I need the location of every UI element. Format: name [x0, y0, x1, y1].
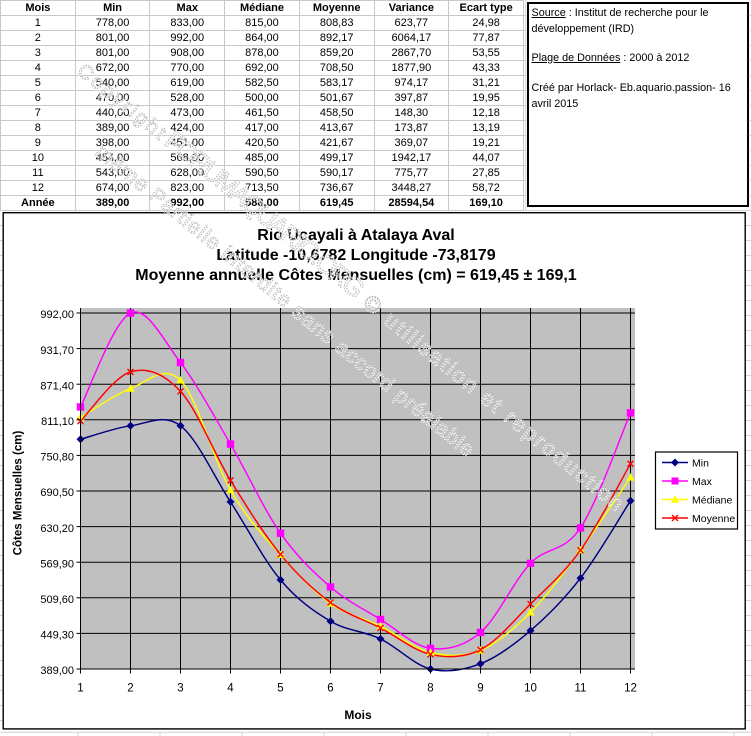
- svg-text:Moyenne: Moyenne: [692, 513, 735, 525]
- svg-text:3: 3: [177, 683, 183, 695]
- svg-text:10: 10: [524, 683, 537, 695]
- svg-text:Côtes Mensuelles (cm): Côtes Mensuelles (cm): [13, 431, 25, 556]
- svg-text:Médiane: Médiane: [692, 495, 732, 507]
- svg-text:811,10: 811,10: [41, 416, 74, 428]
- svg-text:9: 9: [477, 683, 483, 695]
- svg-text:4: 4: [227, 683, 234, 695]
- svg-text:2: 2: [127, 683, 133, 695]
- svg-text:690,50: 690,50: [40, 487, 74, 499]
- svg-text:5: 5: [277, 683, 283, 695]
- svg-text:389,00: 389,00: [40, 665, 74, 677]
- svg-text:630,20: 630,20: [40, 523, 74, 535]
- svg-text:7: 7: [377, 683, 383, 695]
- svg-text:Mois: Mois: [344, 708, 372, 722]
- svg-text:Moyenne annuelle Côtes Mensuel: Moyenne annuelle Côtes Mensuelles (cm) =…: [135, 267, 577, 284]
- svg-text:931,70: 931,70: [40, 345, 74, 357]
- svg-text:Min: Min: [692, 458, 709, 470]
- svg-text:11: 11: [575, 683, 587, 695]
- svg-text:1: 1: [77, 683, 83, 695]
- svg-text:Max: Max: [692, 476, 713, 488]
- svg-text:12: 12: [624, 683, 637, 695]
- svg-text:992,00: 992,00: [40, 309, 74, 321]
- svg-text:449,30: 449,30: [40, 630, 74, 642]
- svg-text:569,90: 569,90: [40, 558, 74, 570]
- svg-text:Rio Ucayali à Atalaya Aval: Rio Ucayali à Atalaya Aval: [257, 227, 454, 244]
- svg-text:6: 6: [327, 683, 333, 695]
- svg-text:750,80: 750,80: [40, 452, 74, 464]
- svg-text:509,60: 509,60: [40, 594, 74, 606]
- svg-text:871,40: 871,40: [40, 380, 74, 392]
- svg-text:8: 8: [427, 683, 433, 695]
- svg-text:Latitude -10,6782 Longitude -7: Latitude -10,6782 Longitude -73,8179: [216, 247, 495, 264]
